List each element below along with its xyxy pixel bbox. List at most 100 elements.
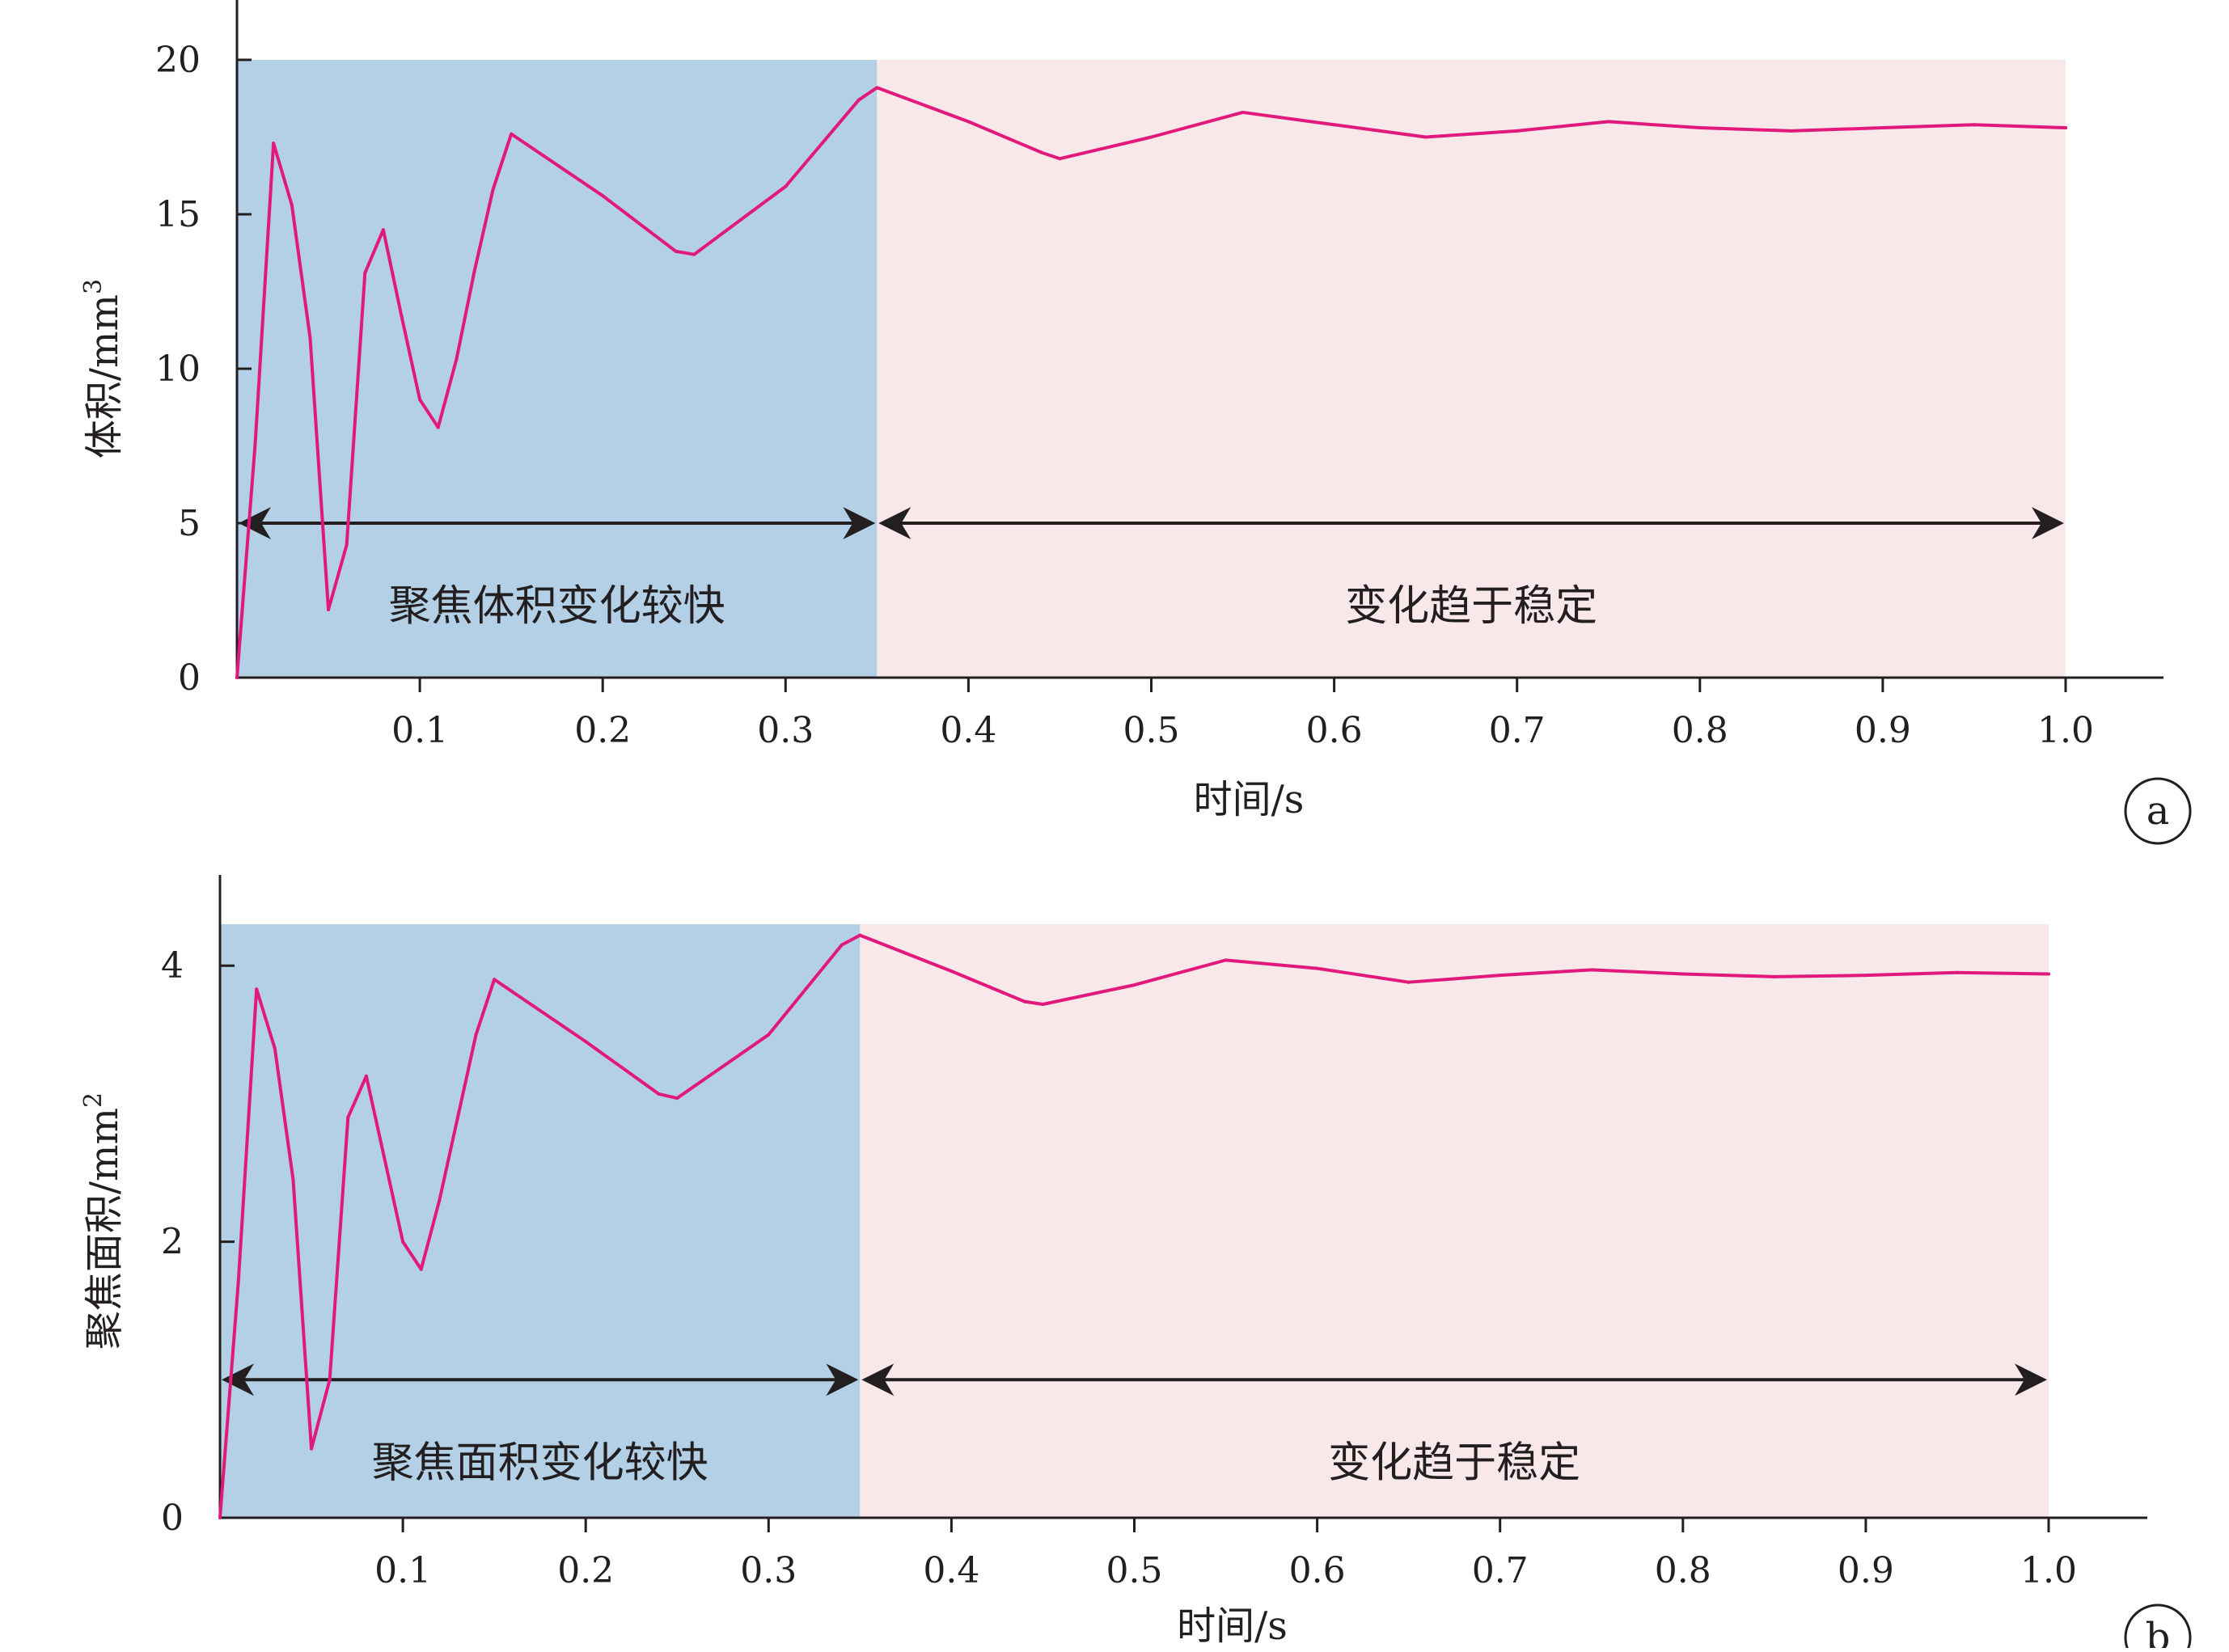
- data-point: [419, 1267, 423, 1271]
- x-tick-label: 0.1: [374, 1550, 431, 1591]
- panel-tag-circle: [2124, 777, 2192, 845]
- region-band-2: [877, 60, 2066, 678]
- data-point: [1224, 958, 1228, 962]
- data-point: [856, 98, 861, 102]
- data-point: [692, 252, 696, 256]
- x-tick-label: 0.9: [1855, 710, 1911, 751]
- x-tick-label: 0.4: [940, 710, 996, 751]
- x-tick-label: 0.1: [391, 710, 448, 751]
- data-point: [1132, 983, 1136, 987]
- data-point: [327, 607, 331, 611]
- data-point: [675, 1096, 679, 1101]
- y-tick-label: 10: [155, 349, 201, 390]
- x-axis-label: 时间/s: [1177, 1603, 1288, 1648]
- data-point: [875, 86, 879, 90]
- data-point: [2047, 972, 2050, 976]
- data-point: [345, 543, 349, 547]
- y-tick-label: 0: [178, 657, 201, 699]
- data-point: [290, 203, 294, 207]
- data-point: [1789, 129, 1793, 133]
- data-point: [966, 120, 971, 124]
- y-axis-label-superscript: 2: [79, 1092, 108, 1108]
- y-tick-label: 4: [161, 945, 184, 987]
- x-tick-label: 0.4: [923, 1550, 979, 1591]
- data-point: [493, 978, 497, 982]
- x-tick-label: 0.3: [757, 710, 814, 751]
- region-band-1: [237, 60, 878, 678]
- data-point: [472, 268, 476, 272]
- x-tick-label: 0.7: [1472, 1550, 1529, 1591]
- data-point: [436, 425, 440, 429]
- data-point: [291, 1177, 295, 1181]
- x-tick-label: 0.5: [1106, 1550, 1163, 1591]
- data-point: [1606, 120, 1610, 124]
- y-axis-label: 聚焦面积/mm2: [79, 1092, 127, 1350]
- region-label-1: 聚焦体积变化较快: [389, 582, 725, 631]
- data-point: [381, 228, 385, 232]
- data-point: [455, 1115, 459, 1119]
- panel-a: 0.1 0.2 0.3 0.4 0.5 0.6 0.7 0.8 0.9 1.0 0 5 10 15 20 聚焦…: [79, 0, 2192, 845]
- data-point: [400, 315, 404, 319]
- y-tick-label: 20: [155, 40, 201, 81]
- panel-tag-label: b: [2146, 1615, 2171, 1648]
- data-point: [455, 357, 459, 361]
- data-point: [474, 1033, 478, 1037]
- series-line: [218, 933, 2050, 1519]
- y-axis-label-text: 聚焦面积/mm: [82, 1108, 127, 1350]
- data-point: [584, 1040, 588, 1044]
- y-tick-label: 0: [161, 1498, 184, 1539]
- y-tick-label: 15: [155, 194, 201, 235]
- y-axis-label-text: 体积/mm: [82, 294, 127, 458]
- data-point: [1589, 968, 1593, 972]
- x-tick-label: 1.0: [2020, 1550, 2077, 1591]
- panel-tag-circle: [2124, 1603, 2192, 1652]
- data-point: [510, 132, 514, 136]
- data-point: [418, 398, 422, 402]
- data-point: [364, 1074, 368, 1078]
- data-point: [438, 1198, 442, 1202]
- y-tick-label: 5: [178, 503, 201, 544]
- y-tick-label: 2: [161, 1222, 184, 1263]
- data-point: [601, 194, 605, 198]
- data-point: [235, 676, 239, 679]
- region-label-2: 变化趋于稳定: [1328, 1439, 1580, 1487]
- region-band-1: [220, 924, 861, 1518]
- data-point: [1498, 974, 1502, 978]
- data-point: [236, 1281, 240, 1285]
- data-point: [363, 271, 367, 275]
- data-point: [2064, 126, 2067, 130]
- series-line: [235, 86, 2067, 679]
- data-point: [1772, 974, 1776, 978]
- y-axis-label-superscript: 3: [79, 279, 108, 294]
- data-point: [1423, 135, 1427, 139]
- data-point: [1698, 126, 1702, 130]
- data-point: [310, 1447, 314, 1451]
- x-tick-label: 0.3: [740, 1550, 797, 1591]
- data-point: [491, 188, 495, 192]
- region-label-2: 变化趋于稳定: [1345, 582, 1597, 631]
- x-tick-label: 0.2: [574, 710, 631, 751]
- x-tick-label: 0.8: [1655, 1550, 1711, 1591]
- data-point: [1515, 129, 1519, 133]
- region-label-1: 聚焦面积变化较快: [372, 1439, 708, 1487]
- data-point: [328, 1378, 332, 1382]
- data-point: [1332, 123, 1336, 127]
- data-point: [1315, 966, 1319, 970]
- data-point: [346, 1115, 350, 1119]
- data-point: [858, 933, 862, 937]
- panel-b: 0.1 0.2 0.3 0.4 0.5 0.6 0.7 0.8 0.9 1.0 0 2 4 聚焦面积变化较…: [79, 875, 2192, 1652]
- x-tick-label: 0.9: [1838, 1550, 1894, 1591]
- data-point: [401, 1240, 405, 1244]
- region-band-2: [860, 924, 2049, 1518]
- data-point: [253, 441, 257, 445]
- data-point: [1406, 980, 1411, 984]
- data-point: [218, 1516, 222, 1519]
- data-point: [840, 943, 844, 947]
- panel-tag-label: a: [2147, 788, 2170, 834]
- data-point: [1041, 1003, 1045, 1007]
- x-axis-label: 时间/s: [1194, 777, 1305, 822]
- data-point: [950, 970, 954, 974]
- data-point: [1880, 126, 1884, 130]
- data-point: [1149, 135, 1153, 139]
